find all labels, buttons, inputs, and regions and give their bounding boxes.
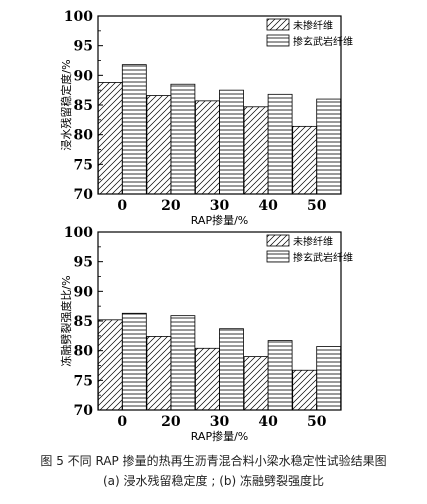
bar-b-s0-c2 — [195, 347, 220, 411]
legend-swatch-b-0 — [266, 234, 290, 247]
bar-b-s1-c1 — [170, 315, 196, 411]
x-tick-label-a-30: 30 — [210, 198, 230, 214]
bar-b-s1-c2 — [219, 328, 244, 411]
bar-b-s0-c4 — [292, 369, 318, 411]
legend-label-a-0: 未掺纤维 — [293, 19, 333, 32]
legend-swatch-b-1 — [266, 250, 290, 263]
bar-a-s1-c3 — [267, 93, 293, 195]
y-tick-label-b-100: 100 — [64, 225, 93, 241]
bar-a-s1-c0 — [121, 64, 147, 195]
y-tick-label-b-70: 70 — [74, 403, 94, 419]
legend-label-b-0: 未掺纤维 — [293, 235, 333, 248]
bar-b-s0-c3 — [243, 356, 269, 411]
x-tick-label-a-0: 0 — [117, 198, 127, 214]
y-tick-label-b-75: 75 — [74, 373, 93, 389]
chart-panel-b: 70 75 80 85 90 95 100 0 20 30 40 50 RAP掺量/% 冻融劈裂强度比/%… — [59, 225, 353, 443]
bar-a-s1-c2 — [219, 89, 244, 195]
x-axis-label-a: RAP掺量/% — [191, 213, 249, 227]
y-axis-label-a: 浸水残留稳定度/% — [59, 59, 73, 150]
bar-a-s0-c3 — [243, 106, 269, 195]
x-tick-label-b-50: 50 — [307, 414, 327, 430]
figure-caption-subtitle: (a) 浸水残留稳定度 ; (b) 冻融劈裂强度比 — [103, 474, 324, 488]
legend-swatch-a-0 — [266, 18, 290, 31]
figure: 70 75 80 85 90 95 100 0 20 30 40 50 RAP掺量/% 浸水残留稳定度/%… — [59, 9, 353, 443]
bar-a-s0-c2 — [195, 100, 220, 195]
legend-label-b-1: 掺玄武岩纤维 — [293, 251, 353, 264]
bar-b-s1-c3 — [267, 340, 293, 411]
bar-b-s0-c1 — [146, 336, 172, 411]
bar-b-s0-c0 — [97, 319, 123, 411]
x-tick-label-b-20: 20 — [161, 414, 181, 430]
y-tick-label-b-85: 85 — [74, 314, 93, 330]
y-tick-label-a-90: 90 — [74, 68, 94, 84]
figure-caption-title: 图 5 不同 RAP 掺量的热再生沥青混合料小梁水稳定性试验结果图 — [40, 454, 387, 468]
y-tick-label-b-90: 90 — [74, 284, 94, 300]
bar-a-s0-c0 — [97, 82, 123, 195]
y-tick-label-a-70: 70 — [74, 187, 94, 203]
bar-a-s1-c4 — [316, 98, 342, 195]
y-axis-label-b: 冻融劈裂强度比/% — [59, 275, 73, 366]
legend-label-a-1: 掺玄武岩纤维 — [293, 35, 353, 48]
bar-b-s1-c0 — [121, 312, 147, 411]
y-tick-label-a-100: 100 — [64, 9, 93, 25]
y-tick-label-a-85: 85 — [74, 98, 93, 114]
y-tick-label-b-80: 80 — [74, 344, 94, 360]
x-tick-label-a-20: 20 — [161, 198, 181, 214]
bar-a-s1-c1 — [170, 83, 196, 195]
bar-a-s0-c4 — [292, 125, 318, 195]
y-tick-label-a-75: 75 — [74, 157, 93, 173]
y-tick-label-a-95: 95 — [74, 39, 93, 55]
x-tick-label-a-40: 40 — [258, 198, 278, 214]
bar-a-s0-c1 — [146, 95, 172, 195]
bar-b-s1-c4 — [316, 346, 342, 411]
x-tick-label-b-30: 30 — [210, 414, 230, 430]
x-tick-label-b-0: 0 — [117, 414, 127, 430]
x-axis-label-b: RAP掺量/% — [191, 429, 249, 443]
x-tick-label-b-40: 40 — [258, 414, 278, 430]
x-tick-label-a-50: 50 — [307, 198, 327, 214]
y-tick-label-b-95: 95 — [74, 255, 93, 271]
y-tick-label-a-80: 80 — [74, 128, 94, 144]
legend-swatch-a-1 — [266, 34, 290, 47]
chart-panel-a: 70 75 80 85 90 95 100 0 20 30 40 50 RAP掺量/% 浸水残留稳定度/%… — [59, 9, 353, 227]
